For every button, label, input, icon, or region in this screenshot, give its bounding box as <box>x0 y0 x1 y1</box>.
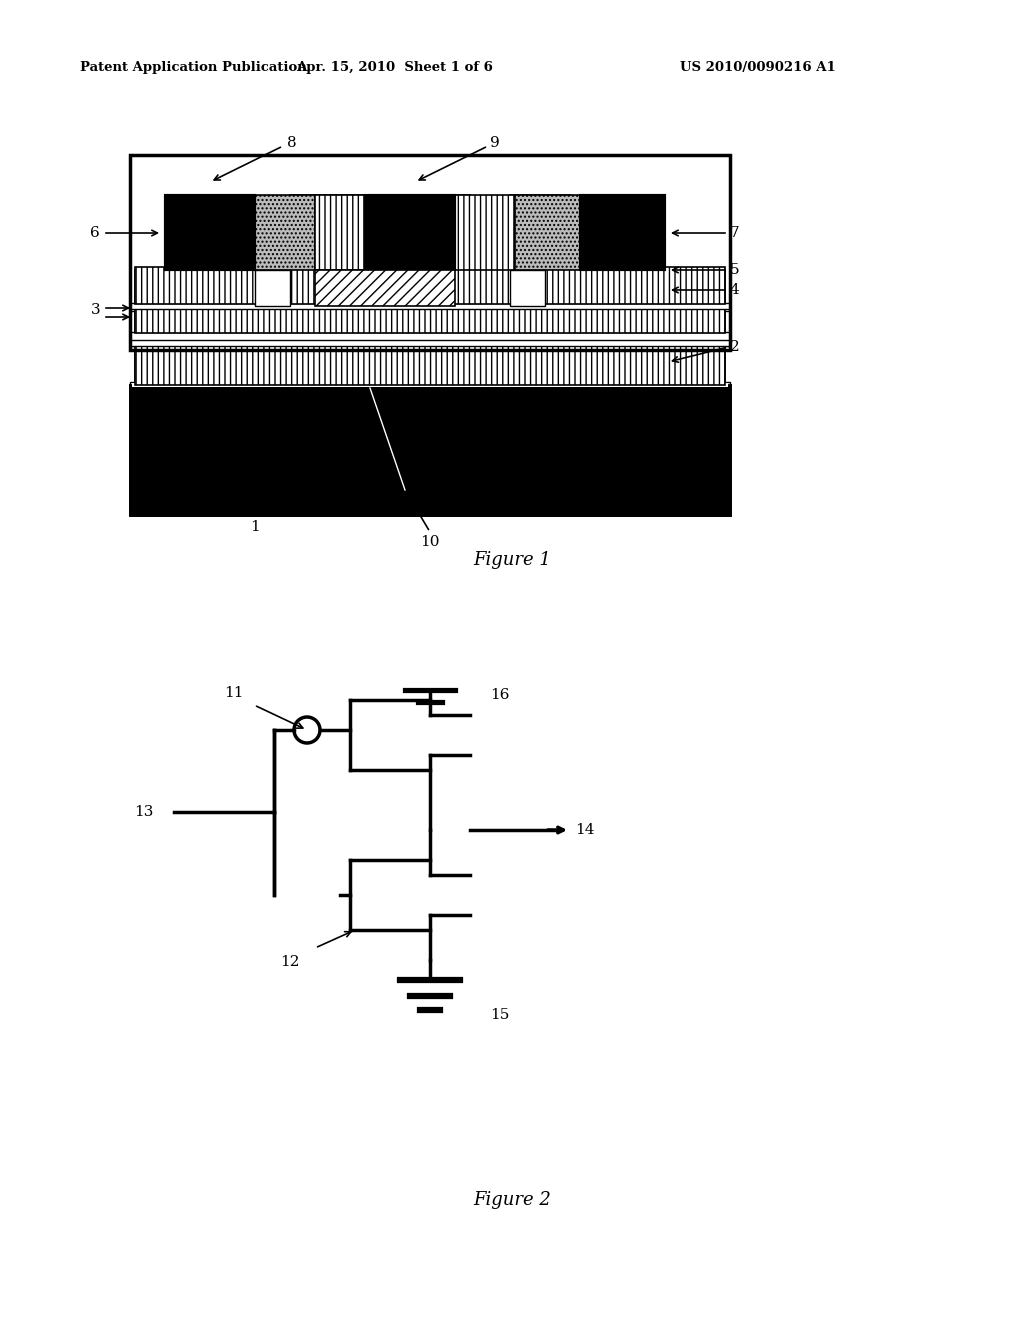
Bar <box>130 333 730 341</box>
Bar <box>580 195 665 271</box>
Text: Figure 1: Figure 1 <box>473 550 551 569</box>
Bar <box>135 310 725 334</box>
Bar <box>515 195 580 271</box>
Bar <box>135 308 725 333</box>
Bar <box>255 195 315 271</box>
Text: 1: 1 <box>250 520 260 535</box>
Bar <box>130 333 730 341</box>
Text: Apr. 15, 2010  Sheet 1 of 6: Apr. 15, 2010 Sheet 1 of 6 <box>297 62 494 74</box>
Bar <box>130 385 730 515</box>
Text: 3: 3 <box>90 304 100 317</box>
Bar <box>130 341 730 346</box>
Bar <box>165 271 215 310</box>
Bar <box>510 195 570 305</box>
Bar <box>315 271 455 306</box>
Bar <box>315 195 370 271</box>
Bar <box>165 195 255 271</box>
Bar <box>455 195 515 271</box>
Bar <box>130 154 730 350</box>
Text: 9: 9 <box>490 136 500 150</box>
Bar <box>255 271 290 306</box>
Bar <box>255 271 290 306</box>
Bar <box>455 195 470 271</box>
Text: 2: 2 <box>730 341 739 354</box>
Text: 12: 12 <box>281 954 300 969</box>
Bar <box>135 345 725 383</box>
Text: 8: 8 <box>287 136 297 150</box>
Bar <box>130 385 730 515</box>
Text: 14: 14 <box>575 822 595 837</box>
Bar <box>132 383 728 387</box>
Bar <box>580 195 665 271</box>
Bar <box>350 195 365 271</box>
Bar <box>130 381 730 388</box>
Bar <box>130 305 730 312</box>
Text: 5: 5 <box>730 263 739 277</box>
Text: Patent Application Publication: Patent Application Publication <box>80 62 307 74</box>
Bar <box>370 195 455 271</box>
Bar <box>135 267 725 304</box>
Bar <box>470 271 505 306</box>
Bar <box>290 195 350 305</box>
Text: 10: 10 <box>420 535 439 549</box>
Text: 13: 13 <box>134 805 154 818</box>
Text: US 2010/0090216 A1: US 2010/0090216 A1 <box>680 62 836 74</box>
Text: Figure 2: Figure 2 <box>473 1191 551 1209</box>
Text: 16: 16 <box>490 688 510 702</box>
Bar <box>255 271 505 306</box>
Bar <box>350 271 470 310</box>
Text: 4: 4 <box>730 282 739 297</box>
Bar <box>585 271 635 310</box>
Bar <box>132 157 728 348</box>
Bar <box>365 195 455 271</box>
Text: 7: 7 <box>730 226 739 240</box>
Bar <box>130 154 730 350</box>
Bar <box>130 304 730 309</box>
Bar <box>215 271 255 310</box>
Bar <box>510 271 545 306</box>
Text: 11: 11 <box>224 686 244 700</box>
Bar <box>135 271 725 306</box>
Bar <box>545 271 585 310</box>
Bar <box>130 339 730 346</box>
Text: 15: 15 <box>490 1008 509 1022</box>
Bar <box>135 345 725 385</box>
Bar <box>165 195 255 271</box>
Text: 6: 6 <box>90 226 100 240</box>
